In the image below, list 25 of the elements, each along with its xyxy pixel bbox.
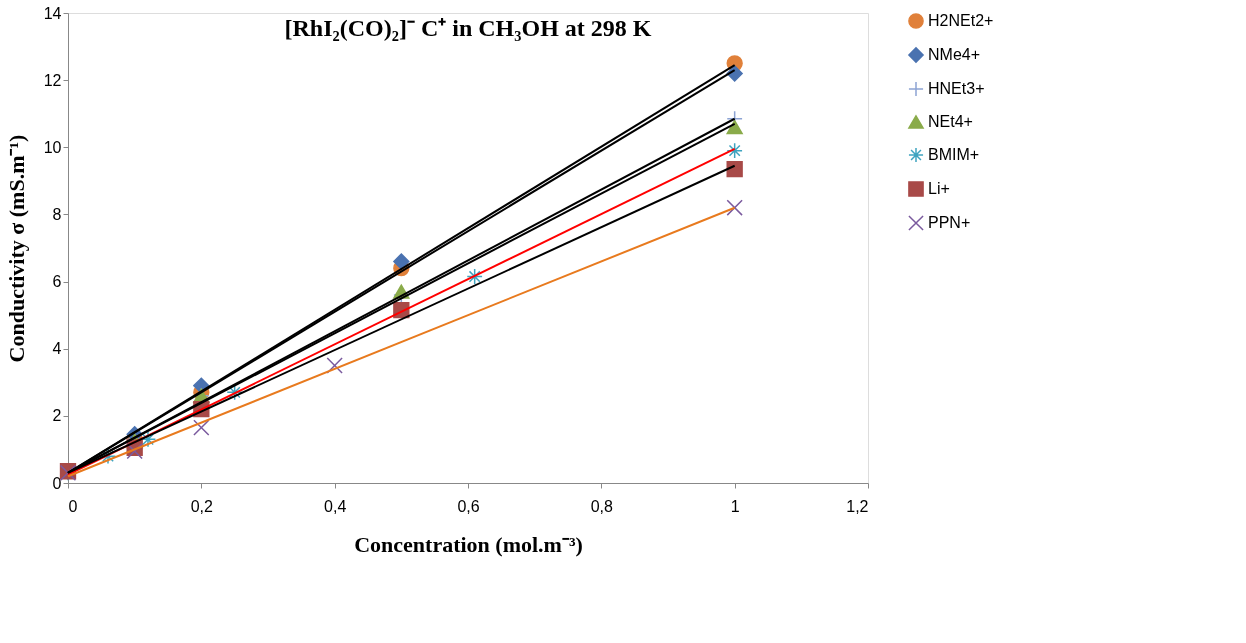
legend-label: NEt4+ (928, 113, 973, 130)
x-tick-label: 0,4 (324, 497, 347, 515)
legend-label: NMe4+ (928, 46, 981, 63)
y-tick-label: 4 (52, 340, 62, 358)
legend-label: H2NEt2+ (928, 12, 994, 29)
x-tick-label: 1,2 (846, 497, 869, 515)
x-tick-label: 0 (68, 497, 78, 515)
y-tick-label: 14 (43, 4, 62, 22)
x-tick-label: 0,8 (590, 497, 614, 515)
y-tick-label: 12 (43, 71, 62, 89)
y-tick-label: 8 (52, 205, 62, 223)
legend-label: Li+ (928, 180, 950, 197)
legend-label: PPN+ (928, 214, 971, 231)
x-tick-label: 0,2 (190, 497, 214, 515)
x-tick-label: 1 (730, 497, 740, 515)
legend-label: BMIM+ (928, 146, 980, 163)
y-tick-label: 0 (52, 474, 62, 492)
x-tick-label: 0,6 (457, 497, 480, 515)
y-tick-label: 2 (52, 407, 62, 425)
chart-title: [RhI₂(CO)₂]⁻ C⁺ in CH₃OH at 298 K (284, 15, 652, 41)
y-tick-label: 10 (43, 138, 62, 156)
y-tick-label: 6 (52, 273, 62, 291)
x-axis-title: Concentration (mol.m⁻³) (354, 531, 583, 557)
y-axis-title: Conductivity σ (mS.m⁻¹) (3, 134, 29, 363)
legend-label: HNEt3+ (928, 80, 985, 97)
